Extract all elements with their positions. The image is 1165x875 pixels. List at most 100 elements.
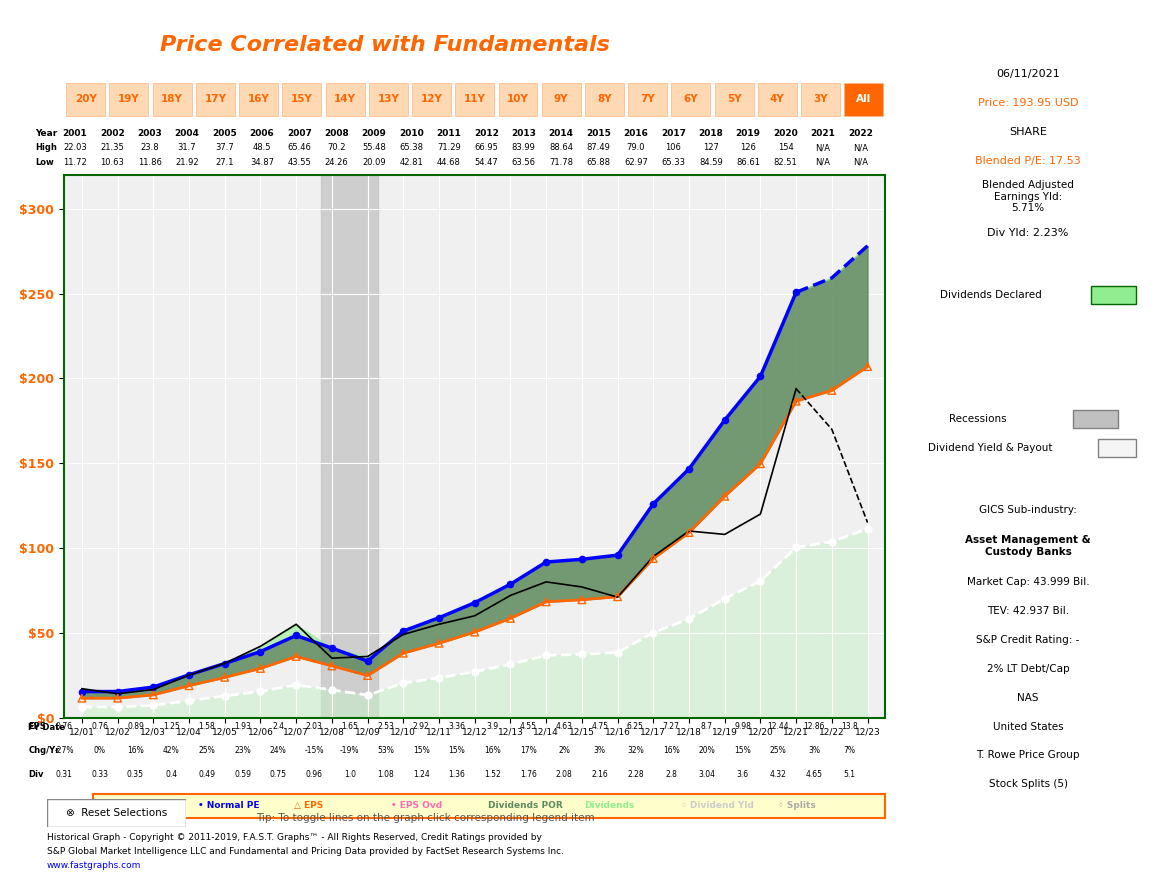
Text: ⊗  Reset Selections: ⊗ Reset Selections — [66, 808, 167, 818]
Point — [179, 668, 198, 682]
Text: 2015: 2015 — [586, 129, 610, 138]
Point — [501, 657, 520, 671]
Text: 31.7: 31.7 — [178, 144, 197, 152]
Bar — [542, 83, 580, 116]
Text: 11.72: 11.72 — [63, 158, 86, 167]
Text: 88.64: 88.64 — [549, 144, 573, 152]
Text: 84.59: 84.59 — [699, 158, 722, 167]
Text: S&P Credit Rating: -: S&P Credit Rating: - — [976, 635, 1080, 645]
Text: 2.08: 2.08 — [556, 770, 572, 779]
Text: 13.8: 13.8 — [841, 723, 859, 732]
Text: 15%: 15% — [412, 746, 430, 755]
Text: GICS Sub-industry:: GICS Sub-industry: — [979, 505, 1078, 515]
Text: 1.25: 1.25 — [163, 723, 179, 732]
Text: 16%: 16% — [127, 746, 143, 755]
Text: Div Yld: 2.23%: Div Yld: 2.23% — [988, 228, 1068, 238]
Text: 2016: 2016 — [623, 129, 649, 138]
Text: 2008: 2008 — [324, 129, 349, 138]
Bar — [66, 83, 105, 116]
Text: 21.35: 21.35 — [100, 144, 125, 152]
Text: 25%: 25% — [198, 746, 216, 755]
Bar — [153, 83, 191, 116]
Text: 10Y: 10Y — [507, 94, 529, 104]
Text: N/A: N/A — [853, 144, 868, 152]
Text: 48.5: 48.5 — [253, 144, 271, 152]
Point — [359, 688, 377, 702]
Bar — [845, 83, 883, 116]
Bar — [412, 83, 451, 116]
Text: NAS: NAS — [1017, 693, 1039, 703]
Point — [252, 684, 270, 698]
Text: 2%: 2% — [558, 746, 570, 755]
Text: 23%: 23% — [234, 746, 250, 755]
Text: 0.59: 0.59 — [234, 770, 252, 779]
Text: 42%: 42% — [163, 746, 179, 755]
Text: 20%: 20% — [699, 746, 715, 755]
Bar — [369, 83, 408, 116]
Point — [679, 526, 698, 540]
Bar — [325, 83, 365, 116]
Point — [323, 682, 341, 696]
Point — [859, 522, 877, 536]
Text: 24.26: 24.26 — [325, 158, 348, 167]
Point — [287, 678, 305, 692]
Point — [359, 654, 377, 668]
Bar — [322, 175, 379, 717]
Point — [786, 394, 805, 408]
Text: T. Rowe Price Group: T. Rowe Price Group — [976, 751, 1080, 760]
Text: 1.65: 1.65 — [341, 723, 358, 732]
Text: 06/11/2021: 06/11/2021 — [996, 69, 1060, 79]
Text: COMPANY INFORMATION: COMPANY INFORMATION — [942, 473, 1114, 486]
Text: 1.36: 1.36 — [449, 770, 465, 779]
Text: 10.63: 10.63 — [100, 158, 125, 167]
Text: 4Y: 4Y — [770, 94, 785, 104]
Text: 2004: 2004 — [175, 129, 199, 138]
Text: • Normal PE: • Normal PE — [198, 802, 260, 810]
Text: 127: 127 — [702, 144, 719, 152]
Text: 2014: 2014 — [549, 129, 573, 138]
Text: Asset Management &
Custody Banks: Asset Management & Custody Banks — [966, 536, 1090, 556]
Text: Price: 193.95 USD: Price: 193.95 USD — [977, 98, 1079, 108]
Text: 13Y: 13Y — [377, 94, 400, 104]
Text: TEV: 42.937 Bil.: TEV: 42.937 Bil. — [987, 606, 1069, 616]
Bar — [499, 83, 537, 116]
Text: 2005: 2005 — [212, 129, 236, 138]
Point — [216, 689, 234, 703]
Text: 16Y: 16Y — [248, 94, 269, 104]
Text: 17%: 17% — [520, 746, 537, 755]
Text: 5.1: 5.1 — [843, 770, 855, 779]
Text: 2.03: 2.03 — [305, 723, 323, 732]
Text: 2007: 2007 — [287, 129, 312, 138]
Point — [822, 383, 841, 397]
Text: 2.92: 2.92 — [412, 723, 430, 732]
Text: 87.49: 87.49 — [587, 144, 610, 152]
Point — [537, 648, 556, 662]
Text: EPS: EPS — [28, 723, 47, 732]
Point — [287, 649, 305, 663]
Text: SHARE: SHARE — [1009, 127, 1047, 136]
Text: 12.44: 12.44 — [768, 723, 789, 732]
Text: 15%: 15% — [734, 746, 751, 755]
Text: 65.33: 65.33 — [662, 158, 685, 167]
Text: ◦ Splits: ◦ Splits — [778, 802, 815, 810]
Point — [537, 555, 556, 569]
Text: 11Y: 11Y — [464, 94, 486, 104]
Text: 24%: 24% — [270, 746, 287, 755]
Point — [859, 360, 877, 374]
Text: 0.76: 0.76 — [91, 723, 108, 732]
Bar — [714, 83, 754, 116]
Text: • EPS Ovd: • EPS Ovd — [391, 802, 443, 810]
Text: 32%: 32% — [627, 746, 644, 755]
Text: 18Y: 18Y — [161, 94, 183, 104]
Bar — [802, 83, 840, 116]
Text: 2010: 2010 — [400, 129, 424, 138]
Text: 20.09: 20.09 — [362, 158, 386, 167]
Text: S&P Global Market Intelligence LLC and Fundamental and Pricing Data provided by : S&P Global Market Intelligence LLC and F… — [47, 847, 564, 856]
Text: - Price: - Price — [101, 802, 134, 810]
Point — [323, 641, 341, 655]
Text: 21.92: 21.92 — [175, 158, 199, 167]
Bar — [671, 83, 711, 116]
Bar — [758, 83, 797, 116]
Text: 6.25: 6.25 — [627, 723, 644, 732]
Text: 14Y: 14Y — [334, 94, 356, 104]
